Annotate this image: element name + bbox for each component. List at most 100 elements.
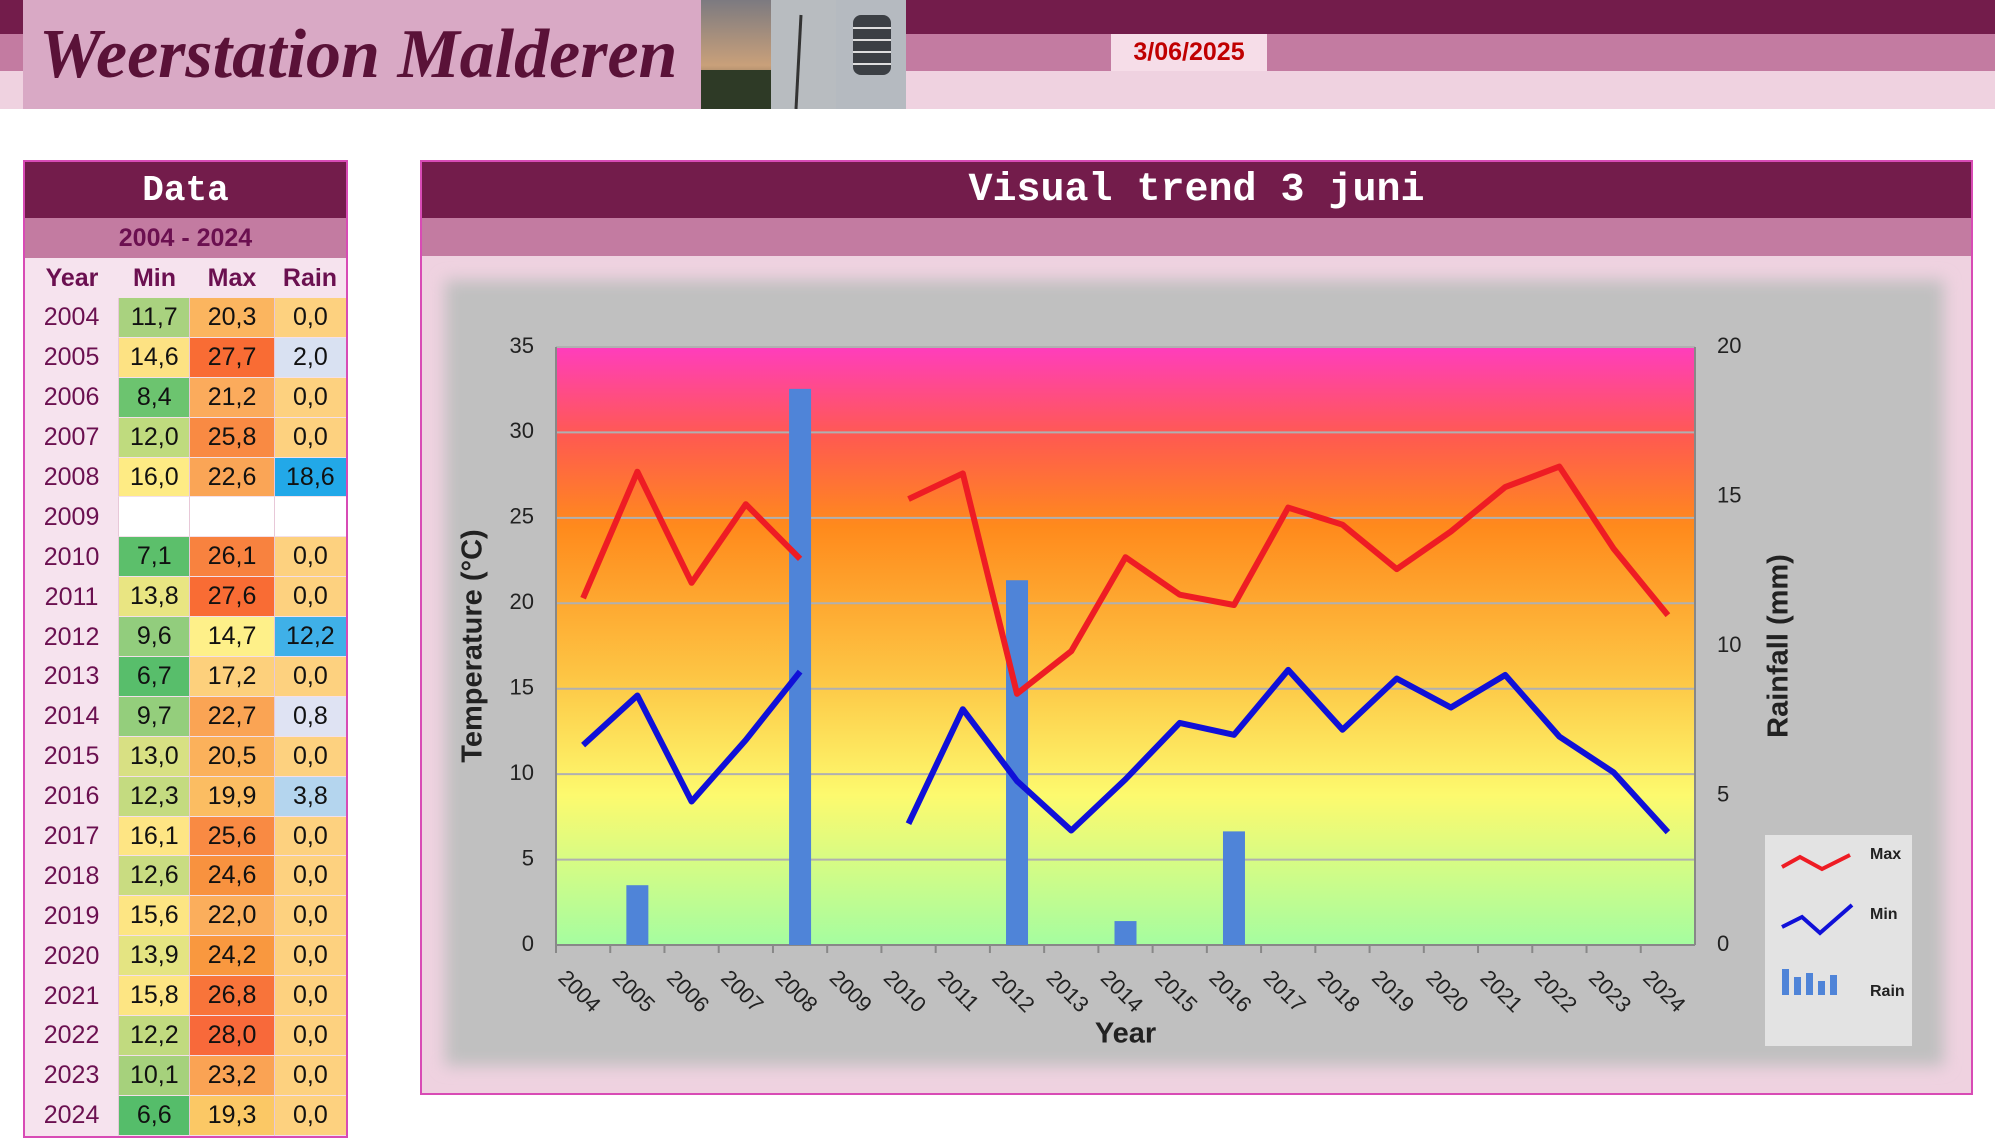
value-cell: 0,0 xyxy=(273,896,347,937)
value-cell: 23,2 xyxy=(189,1055,274,1096)
value-cell: 17,2 xyxy=(189,657,274,697)
year-cell: 2005 xyxy=(43,343,100,372)
table-range: 2004 - 2024 xyxy=(25,218,346,258)
value-cell: 9,6 xyxy=(118,617,190,658)
value-cell: 0,0 xyxy=(273,298,347,338)
value-cell: 12,2 xyxy=(118,1016,190,1056)
table-row: 2004 11,7 20,3 0,0 xyxy=(25,298,347,338)
value-cell: 6,7 xyxy=(118,657,190,697)
value-cell: 0,0 xyxy=(273,1055,347,1096)
y-axis-label: Temperature (°C) xyxy=(457,529,489,762)
table-row: 2016 12,3 19,9 3,8 xyxy=(25,776,347,817)
column-header: Max xyxy=(207,263,257,292)
year-cell: 2024 xyxy=(43,1101,100,1130)
value-cell: 0,0 xyxy=(273,936,347,977)
table-row: 2019 15,6 22,0 0,0 xyxy=(25,896,347,937)
value-cell: 27,6 xyxy=(189,577,274,618)
rain-bar xyxy=(626,885,649,945)
line-max xyxy=(580,463,1671,697)
rain-bar xyxy=(1006,580,1029,945)
value-cell: 15,8 xyxy=(118,976,190,1017)
table-row: 2006 8,4 21,2 0,0 xyxy=(25,377,347,418)
value-cell: 27,7 xyxy=(189,337,274,378)
value-cell: 8,4 xyxy=(118,377,190,418)
column-header: Min xyxy=(132,263,177,292)
value-cell: 0,0 xyxy=(273,816,347,857)
table-row: 2012 9,6 14,7 12,2 xyxy=(25,617,347,658)
year-cell: 2017 xyxy=(43,822,100,851)
value-cell: 13,9 xyxy=(118,936,190,977)
value-cell xyxy=(273,497,347,538)
table-header: Year Min Max Rain xyxy=(25,258,346,298)
value-cell: 18,6 xyxy=(273,457,347,498)
value-cell: 12,2 xyxy=(273,617,347,658)
value-cell: 0,0 xyxy=(273,976,347,1017)
table-row: 2021 15,8 26,8 0,0 xyxy=(25,976,347,1017)
y2-tick-label: 10 xyxy=(1717,632,1741,657)
value-cell: 26,1 xyxy=(189,537,274,578)
legend-icon xyxy=(1782,969,1789,995)
y-tick-label: 0 xyxy=(522,931,534,956)
rain-bar xyxy=(789,388,812,945)
value-cell: 0,0 xyxy=(273,1016,347,1056)
y2-tick-label: 20 xyxy=(1717,333,1741,358)
legend-label: Min xyxy=(1870,906,1898,923)
y-tick-label: 15 xyxy=(510,675,534,700)
value-cell: 22,0 xyxy=(189,896,274,937)
rain-bar xyxy=(1222,831,1245,945)
table-row: 2020 13,9 24,2 0,0 xyxy=(25,936,347,977)
legend-icon xyxy=(1806,973,1813,995)
value-cell: 22,7 xyxy=(189,696,274,737)
value-cell: 6,6 xyxy=(118,1095,190,1136)
value-cell: 11,7 xyxy=(118,298,190,338)
value-cell: 0,8 xyxy=(273,696,347,737)
value-cell: 10,1 xyxy=(118,1055,190,1096)
value-cell: 0,0 xyxy=(273,417,347,458)
sub-band xyxy=(422,218,1971,256)
year-cell: 2013 xyxy=(43,662,100,691)
rain-bar xyxy=(1114,921,1137,945)
value-cell: 7,1 xyxy=(118,537,190,578)
y-tick-label: 30 xyxy=(510,418,534,443)
photo xyxy=(701,0,906,109)
y2-tick-label: 15 xyxy=(1717,482,1741,507)
year-cell: 2009 xyxy=(43,502,100,531)
value-cell: 0,0 xyxy=(273,736,347,777)
value-cell: 13,0 xyxy=(118,736,190,777)
year-cell: 2018 xyxy=(43,861,100,890)
table-row: 2011 13,8 27,6 0,0 xyxy=(25,577,347,618)
legend-label: Max xyxy=(1870,846,1901,863)
value-cell: 26,8 xyxy=(189,976,274,1017)
year-cell: 2012 xyxy=(43,622,100,651)
table-row: 2017 16,1 25,6 0,0 xyxy=(25,816,347,857)
year-cell: 2019 xyxy=(43,901,100,930)
y-tick-label: 5 xyxy=(522,845,534,870)
value-cell: 13,8 xyxy=(118,577,190,618)
column-header: Year xyxy=(45,263,99,292)
value-cell: 15,6 xyxy=(118,896,190,937)
y-tick-label: 10 xyxy=(510,760,534,785)
value-cell: 24,2 xyxy=(189,936,274,977)
year-cell: 2011 xyxy=(44,582,99,611)
value-cell: 2,0 xyxy=(273,337,347,378)
value-cell: 0,0 xyxy=(273,377,347,418)
value-cell: 12,3 xyxy=(118,776,190,817)
year-cell: 2004 xyxy=(43,303,100,332)
legend-icon xyxy=(1794,977,1801,995)
data-table: Data 2004 - 2024 Year Min Max Rain 2004 11,7… xyxy=(23,160,348,1138)
legend-icon xyxy=(1781,903,1854,936)
y2-tick-label: 5 xyxy=(1717,781,1729,806)
value-cell: 14,6 xyxy=(118,337,190,378)
table-title: Data xyxy=(25,162,346,218)
value-cell: 21,2 xyxy=(189,377,274,418)
legend-icon xyxy=(1818,981,1825,995)
value-cell: 3,8 xyxy=(273,776,347,817)
table-row: 2022 12,2 28,0 0,0 xyxy=(25,1016,347,1056)
year-cell: 2021 xyxy=(43,981,100,1010)
value-cell: 12,0 xyxy=(118,417,190,458)
value-cell: 0,0 xyxy=(273,657,347,697)
year-cell: 2006 xyxy=(43,383,100,412)
legend-icon xyxy=(1781,853,1851,872)
table-row: 2015 13,0 20,5 0,0 xyxy=(25,736,347,777)
